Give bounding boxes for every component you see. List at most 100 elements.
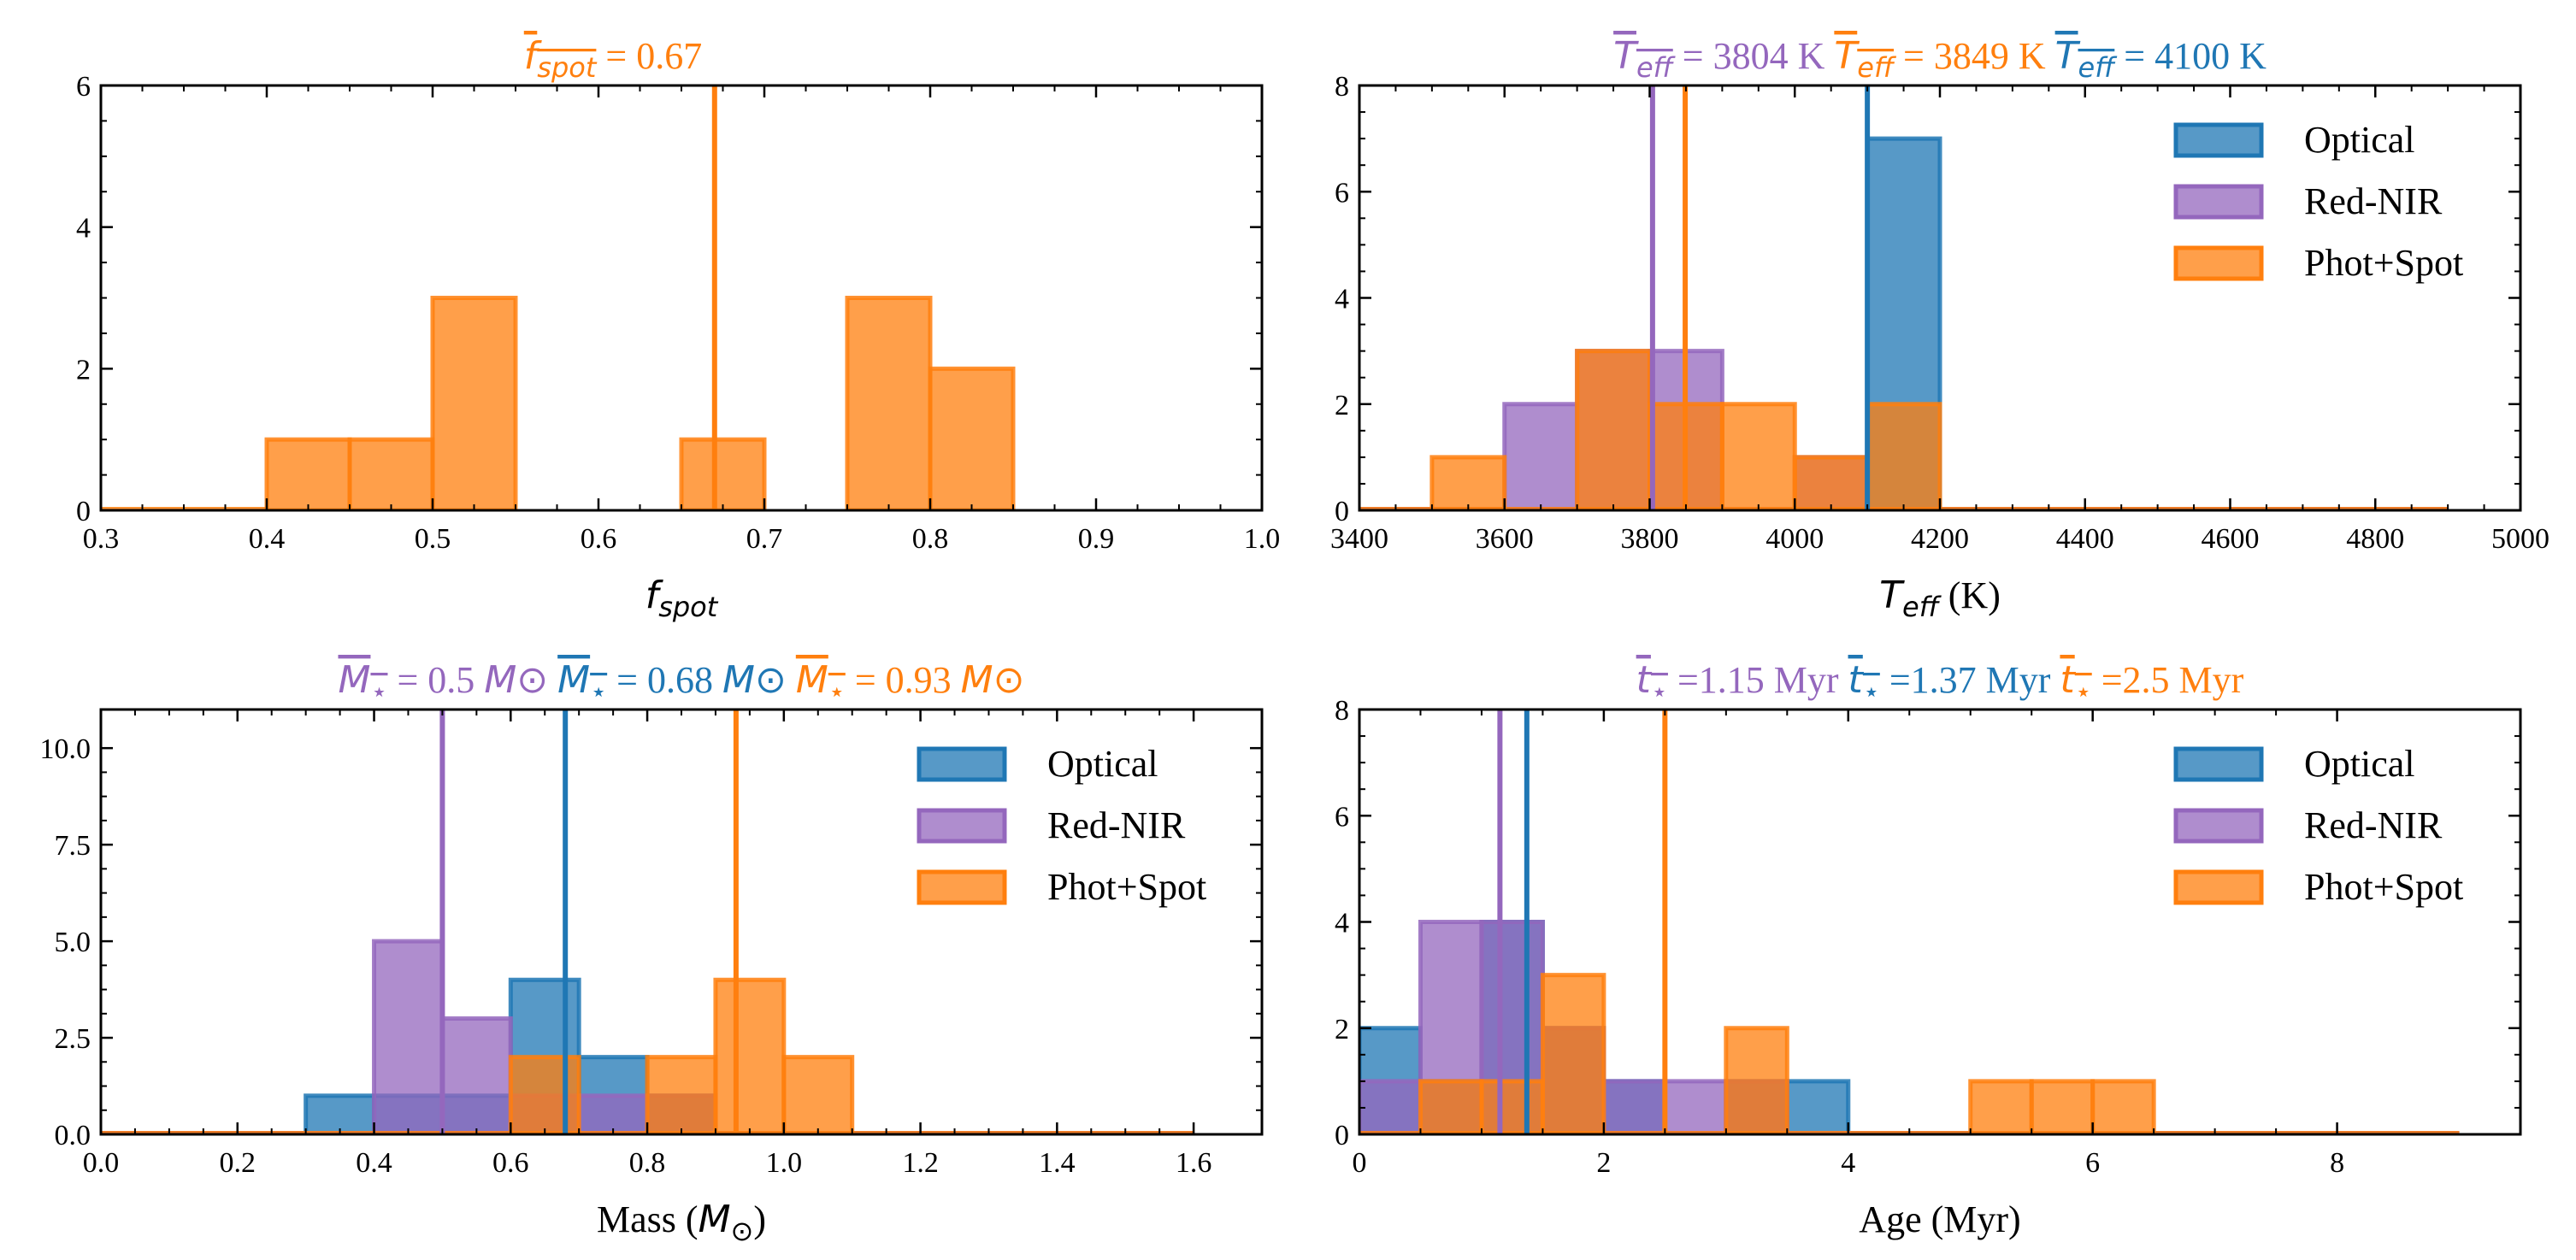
ytick-label: 5.0 — [55, 927, 91, 958]
legend-label-photspot: Phot+Spot — [2304, 242, 2463, 284]
mean-unit-rednir: M⊙ — [484, 658, 548, 702]
bar-photspot-5 — [1865, 402, 1942, 510]
xtick-label: 3600 — [1476, 523, 1534, 555]
xtick-label: 6 — [2085, 1147, 2100, 1179]
x-axis-label-unit: (K) — [1939, 574, 2001, 616]
bar-photspot-0 — [1429, 455, 1507, 510]
plot-area — [101, 939, 1194, 1134]
mean-subscript-optical: ⋆ — [1863, 675, 1880, 708]
legend-swatch-photspot — [2173, 245, 2264, 281]
mean-value-photspot: = 0.93 — [846, 659, 961, 701]
legend-label-optical: Optical — [2304, 119, 2415, 161]
mean-value-optical: = 4100 K — [2114, 35, 2267, 77]
ytick-label: 0 — [1335, 1120, 1349, 1151]
mean-subscript-photspot: ⋆ — [2075, 675, 2092, 708]
xtick-label: 1.6 — [1176, 1147, 1212, 1179]
xtick-label: 0.6 — [581, 523, 617, 555]
ytick-label: 4 — [1335, 908, 1349, 939]
xtick-label: 8 — [2330, 1147, 2344, 1179]
panel-mass: 0.0 0.2 0.4 0.6 0.8 1.0 1.2 1.4 1.6 0.0 2.5 5.0 7.5 1… — [40, 658, 1264, 1247]
xtick-label: 0.6 — [492, 1147, 529, 1179]
bar-photspot-6 — [2090, 1079, 2156, 1134]
xtick-label: 4000 — [1765, 523, 1824, 555]
xtick-label: 0.4 — [249, 523, 286, 555]
ytick-label: 8 — [1335, 71, 1349, 103]
mean-annotations: t⋆ =1.15 Myr t⋆ =1.37 Myr t⋆ =2.5 Myr — [1636, 658, 2244, 708]
mean-subscript-rednir: ⋆ — [370, 675, 387, 708]
bar-photspot-0 — [1418, 1079, 1484, 1134]
mean-unit-optical: M⊙ — [722, 658, 787, 702]
bar-photspot-4 — [1968, 1079, 2034, 1134]
mean-subscript-photspot: spot — [537, 51, 598, 84]
legend-label-photspot: Phot+Spot — [2304, 866, 2463, 908]
xtick-label: 0.0 — [83, 1147, 120, 1179]
mean-symbol-rednir: t — [1636, 658, 1653, 702]
xtick-label: 0.2 — [220, 1147, 256, 1179]
mean-value-photspot: = 3849 K — [1894, 35, 2046, 77]
xtick-label: 0.4 — [356, 1147, 392, 1179]
xtick-label: 0.8 — [629, 1147, 666, 1179]
ytick-label: 6 — [1335, 801, 1349, 833]
mean-annotations: fspot = 0.67 — [524, 34, 702, 84]
mean-symbol-photspot: M — [796, 658, 828, 702]
mean-value-rednir: = 0.5 — [387, 659, 484, 701]
x-axis-label: fspot — [645, 574, 719, 623]
xtick-label: 4600 — [2202, 523, 2260, 555]
ytick-label: 4 — [1335, 284, 1349, 315]
bar-optical-0 — [304, 1093, 377, 1134]
bar-optical-6 — [1784, 1079, 1851, 1134]
x-axis-label-subscript: eff — [1902, 591, 1942, 623]
panel-teff: 3400 3600 3800 4000 4200 4400 4600 4800 5000 0 2 4 6… — [1330, 34, 2549, 623]
bar-photspot-1 — [645, 1055, 718, 1134]
ytick-label: 2 — [76, 354, 91, 386]
bar-photspot-0 — [508, 1055, 581, 1134]
xtick-label: 1.2 — [902, 1147, 939, 1179]
mean-annotations: Teff = 3804 K Teff = 3849 K Teff = 4100 … — [1613, 34, 2267, 84]
bar-photspot-3 — [1719, 402, 1797, 510]
mean-symbol-optical: T — [2055, 34, 2081, 78]
ytick-label: 10.0 — [40, 733, 91, 765]
ytick-label: 2.5 — [55, 1023, 91, 1055]
bar-photspot-3 — [679, 437, 767, 510]
bar-photspot-0 — [264, 437, 352, 510]
ytick-label: 7.5 — [55, 830, 91, 862]
ytick-label: 6 — [1335, 177, 1349, 209]
bar-rednir-5 — [1662, 1079, 1729, 1134]
bar-rednir-0 — [1359, 1079, 1423, 1134]
plot-area — [101, 296, 1016, 510]
bar-photspot-1 — [347, 437, 435, 510]
xtick-label: 1.0 — [1244, 523, 1281, 555]
mean-value-rednir: =1.15 Myr — [1668, 659, 1839, 701]
mean-subscript-optical: eff — [2078, 51, 2119, 84]
xtick-label: 1.0 — [766, 1147, 803, 1179]
xtick-label: 0.5 — [415, 523, 451, 555]
legend-label-rednir: Red-NIR — [1047, 804, 1186, 846]
xtick-label: 0 — [1353, 1147, 1367, 1179]
xtick-label: 0.9 — [1078, 523, 1115, 555]
bar-rednir-0 — [1502, 402, 1580, 510]
legend: Optical Red-NIR Phot+Spot — [2173, 119, 2463, 284]
mean-subscript-rednir: eff — [1636, 51, 1677, 84]
xtick-label: 3400 — [1330, 523, 1388, 555]
xtick-label: 0.3 — [83, 523, 120, 555]
x-axis-label: Teff (K) — [1879, 574, 2001, 623]
mean-symbol-optical: t — [1848, 658, 1865, 702]
mean-symbol-rednir: M — [338, 658, 370, 702]
ytick-label: 8 — [1335, 695, 1349, 727]
legend-label-photspot: Phot+Spot — [1047, 866, 1206, 908]
bar-photspot-2 — [430, 296, 518, 510]
xtick-label: 5000 — [2491, 523, 2549, 555]
x-axis-label-unit: ) — [753, 1198, 766, 1240]
mean-unit-photspot: M⊙ — [961, 658, 1025, 702]
series-photspot — [101, 977, 1194, 1134]
bar-rednir-0 — [372, 939, 445, 1134]
mean-value-photspot: = 0.67 — [596, 35, 702, 77]
ytick-label: 4 — [76, 213, 91, 244]
legend-label-optical: Optical — [1047, 743, 1158, 785]
xtick-label: 0.7 — [746, 523, 783, 555]
legend-swatch-optical — [2173, 746, 2264, 782]
mean-subscript-photspot: eff — [1857, 51, 1897, 84]
mean-symbol-optical: M — [557, 658, 590, 702]
ytick-label: 6 — [76, 71, 91, 103]
xtick-label: 1.4 — [1039, 1147, 1076, 1179]
